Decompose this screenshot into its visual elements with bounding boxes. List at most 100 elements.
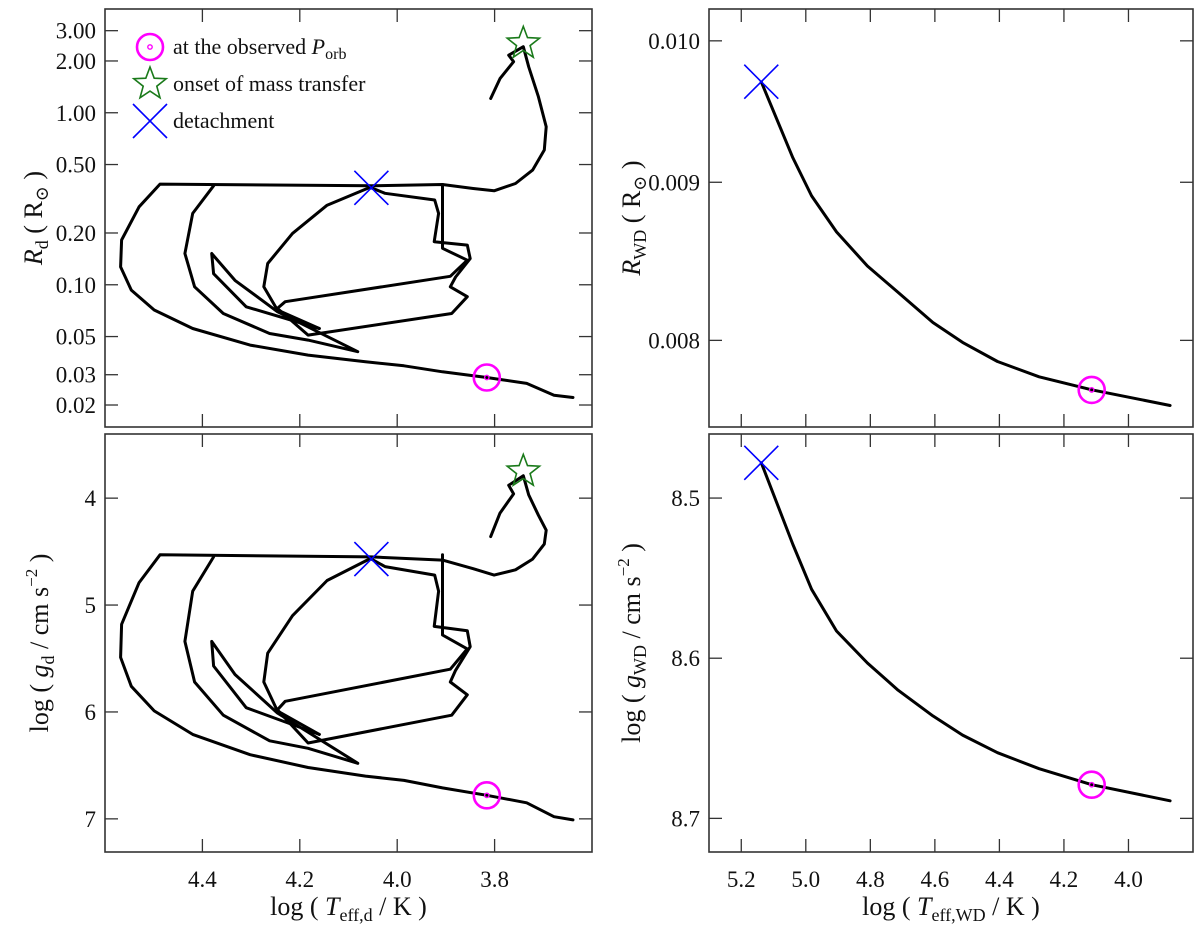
label-part: T	[325, 892, 341, 921]
label-part: R	[19, 249, 48, 266]
cross-line	[353, 541, 389, 577]
y-tick-label: 8.6	[671, 646, 700, 671]
evolution-track-line	[119, 45, 575, 399]
y-tick-label: 0.03	[56, 363, 96, 388]
legend-item: at the observed Porb	[135, 32, 346, 63]
label-part: / K )	[373, 892, 427, 921]
panel-top-left: 3.00 2.00 1.00 0.50 0.20 0.10 0.05 0.03 0.02 Rd (…	[19, 8, 593, 428]
circle-marker-ring	[472, 781, 502, 810]
observed-porb-marker	[472, 781, 502, 810]
evolution-track-line	[183, 555, 360, 765]
circle-marker-dot	[1088, 781, 1095, 788]
cross-line	[353, 170, 389, 206]
y-tick-label: 0.20	[56, 221, 96, 246]
panel-bottom-right: 5.2 5.0 4.8 4.6 4.4 4.2 4.0 8.5 8.6 8.7 log ( gWD …	[614, 433, 1194, 925]
x-tick-label: 4.2	[285, 867, 314, 892]
label-part: ⊙	[630, 176, 650, 191]
y-tick-label: 0.10	[56, 273, 96, 298]
onset-mass-transfer-star-marker	[505, 24, 542, 60]
label-part: WD	[630, 645, 650, 675]
y-tick-label: 0.50	[56, 153, 96, 178]
label-part: log (	[617, 688, 646, 743]
observed-porb-marker	[1077, 770, 1106, 800]
axes-frame	[708, 433, 1194, 853]
y-axis-label: Rd ( R⊙ )	[19, 171, 52, 266]
x-tick-label: 4.6	[920, 867, 949, 892]
y-tick-label: 0.010	[648, 29, 700, 54]
cross-line	[132, 103, 168, 139]
circle-marker-dot	[483, 792, 490, 799]
label-part: log (	[862, 892, 917, 921]
evolution-track-line	[262, 556, 373, 736]
y-axis-label: log ( gd / cm s−2 )	[22, 554, 58, 733]
axes-frame	[104, 433, 593, 853]
cross-line	[743, 445, 779, 481]
evolution-track-line	[275, 553, 472, 745]
cross-line	[743, 64, 779, 100]
label-part: / cm s	[617, 576, 646, 645]
y-tick-label: 5	[85, 593, 97, 618]
observed-porb-marker	[472, 363, 502, 392]
y-tick-label: 4	[85, 486, 97, 511]
y-tick-label: 0.05	[56, 325, 96, 350]
track-lines	[759, 80, 1172, 407]
label-part: d	[38, 655, 58, 664]
y-tick-label: 3.00	[56, 19, 96, 44]
y-tick-label: 0.02	[56, 393, 96, 418]
circle-marker-dot	[1088, 387, 1095, 393]
label-part: )	[19, 171, 48, 186]
legend-label: at the observed Porb	[173, 34, 346, 63]
circle-marker-ring	[472, 363, 502, 392]
label-part: eff,d	[340, 905, 373, 925]
x-tick-label: 5.2	[727, 867, 756, 892]
x-tick-label: 4.8	[856, 867, 885, 892]
y-tick-label: 8.7	[671, 806, 700, 831]
label-part: −2	[614, 558, 633, 576]
axes-frame	[708, 8, 1194, 428]
x-tick-label: 4.2	[1050, 867, 1079, 892]
x-axis-label: log ( Teff,WD / K )	[862, 892, 1040, 925]
y-tick-label: 0.009	[648, 170, 700, 195]
x-tick-label: 4.0	[1114, 867, 1143, 892]
evolution-track-line	[759, 80, 1172, 407]
x-tick-label: 4.0	[383, 867, 412, 892]
label-part: )	[617, 160, 646, 175]
label-part: eff,WD	[932, 905, 986, 925]
circle-marker-dot	[483, 374, 490, 381]
label-part: g	[617, 675, 646, 688]
track-lines	[119, 474, 575, 822]
y-axis-label: log ( gWD / cm s−2 )	[614, 543, 650, 743]
onset-mass-transfer-star-marker	[505, 452, 542, 488]
legend-item: detachment	[132, 103, 274, 139]
legend-text-part: onset of mass transfer	[173, 71, 366, 96]
panel-top-right: 0.010 0.009 0.008 RWD ( R⊙ )	[617, 8, 1194, 428]
label-part: log (	[270, 892, 325, 921]
evolution-track-line	[183, 184, 360, 354]
legend-item: onset of mass transfer	[131, 64, 366, 100]
observed-porb-marker	[1077, 375, 1106, 405]
label-part: d	[32, 240, 52, 249]
label-part: / cm s	[25, 587, 54, 656]
evolution-track-line	[119, 474, 575, 822]
legend-var: P	[311, 34, 325, 59]
legend-sub: orb	[325, 46, 346, 63]
detachment-cross-marker	[743, 445, 779, 481]
label-part: / K )	[986, 892, 1040, 921]
legend-text-part: at the observed	[173, 34, 312, 59]
y-tick-label: 0.008	[648, 328, 700, 353]
x-tick-label: 4.4	[188, 867, 217, 892]
legend-label: onset of mass transfer	[173, 71, 366, 96]
circle-marker-ring	[135, 32, 165, 62]
onset-mass-transfer-star-marker	[131, 64, 169, 100]
label-part: log (	[25, 677, 54, 732]
detachment-cross-marker	[132, 103, 168, 139]
y-tick-label: 8.5	[671, 486, 700, 511]
track-lines	[119, 45, 575, 399]
x-tick-label: 5.0	[791, 867, 820, 892]
evolution-track-line	[275, 183, 472, 337]
legend-text-part: detachment	[173, 108, 274, 133]
track-lines	[759, 461, 1172, 803]
label-part: WD	[630, 230, 650, 260]
